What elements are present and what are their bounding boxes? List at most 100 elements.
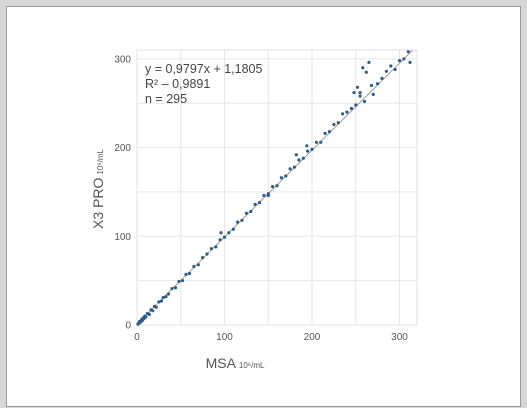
data-point	[376, 82, 380, 86]
data-point	[294, 153, 298, 157]
data-point	[305, 144, 309, 148]
data-point	[364, 70, 368, 74]
data-point	[219, 231, 223, 235]
y-axis-unit: 10⁶/mL	[96, 149, 105, 175]
data-point	[384, 69, 388, 73]
x-axis-label: MSA 10⁶/mL	[206, 355, 265, 371]
data-point	[306, 149, 310, 153]
data-point	[253, 202, 257, 206]
data-point	[352, 91, 356, 95]
data-point	[177, 279, 181, 284]
data-point	[341, 112, 345, 116]
data-point	[154, 305, 158, 309]
data-point	[257, 201, 262, 205]
data-point	[192, 264, 196, 269]
data-point	[406, 50, 410, 54]
data-point	[173, 286, 178, 290]
data-point	[369, 83, 374, 88]
y-tick-labels: 0 100 200 300	[114, 54, 131, 331]
x-axis-unit: 10⁶/mL	[239, 361, 265, 370]
data-point	[310, 147, 314, 151]
data-point	[271, 185, 275, 189]
data-point	[159, 299, 164, 303]
data-point	[332, 122, 336, 127]
regression-annotation: n = 295	[145, 92, 187, 106]
data-point	[231, 227, 235, 231]
data-point	[354, 103, 358, 107]
regression-annotation: y = 0,9797x + 1,1805	[145, 62, 263, 76]
data-point	[393, 67, 397, 72]
data-point	[297, 158, 301, 162]
data-point	[164, 295, 168, 299]
chart-frame: 0 100 200 300 0 100 200 300 y = 0,9797x + 1,18…	[6, 6, 521, 407]
y-axis-label-text: X3 PRO	[90, 177, 106, 228]
data-point	[323, 131, 327, 135]
data-point	[362, 99, 367, 104]
data-point	[214, 245, 218, 249]
data-point	[187, 271, 192, 276]
data-point	[218, 238, 222, 242]
y-tick-label: 300	[114, 54, 131, 65]
data-point	[222, 235, 227, 239]
data-point	[184, 272, 188, 276]
data-point	[180, 279, 185, 283]
data-point	[144, 315, 148, 319]
data-point	[408, 60, 412, 64]
data-point	[147, 312, 151, 316]
data-point	[262, 193, 266, 198]
y-tick-label: 0	[125, 321, 131, 332]
data-point	[170, 287, 174, 291]
data-point	[336, 121, 340, 125]
trendline	[136, 49, 414, 325]
x-tick-label: 300	[391, 332, 408, 343]
data-point	[288, 167, 292, 171]
data-point	[402, 57, 406, 61]
data-point	[358, 94, 362, 98]
data-points	[136, 50, 412, 326]
data-point	[319, 140, 323, 144]
data-point	[209, 247, 213, 251]
data-point	[227, 231, 231, 235]
data-point	[266, 193, 270, 198]
data-point	[205, 252, 209, 256]
data-point	[275, 184, 279, 188]
data-point	[389, 64, 393, 68]
data-point	[292, 165, 297, 169]
data-point	[249, 209, 253, 214]
data-point	[201, 256, 205, 260]
data-point	[314, 140, 318, 144]
data-point	[196, 263, 200, 267]
x-tick-label: 200	[304, 332, 321, 343]
data-point	[355, 85, 360, 89]
data-point	[358, 91, 362, 95]
x-tick-labels: 0 100 200 300	[134, 332, 408, 343]
data-point	[284, 174, 288, 178]
x-tick-label: 100	[216, 332, 233, 343]
y-tick-label: 100	[114, 232, 131, 243]
data-point	[367, 60, 371, 64]
x-tick-label: 0	[134, 332, 140, 343]
data-point	[240, 218, 244, 222]
y-axis-label: X3 PRO 10⁶/mL	[90, 149, 106, 229]
grid-lines	[136, 49, 418, 326]
data-point	[361, 66, 365, 70]
data-point	[166, 292, 171, 296]
plot-border	[136, 49, 418, 326]
data-point	[161, 295, 165, 300]
data-point	[371, 92, 375, 96]
data-point	[244, 211, 248, 215]
data-point	[380, 76, 384, 80]
data-point	[236, 220, 240, 224]
data-point	[157, 300, 161, 304]
x-axis-label-text: MSA	[206, 355, 237, 371]
data-point	[151, 309, 155, 313]
data-point	[301, 156, 305, 160]
data-point	[345, 110, 349, 114]
scatter-chart: 0 100 200 300 0 100 200 300 y = 0,9797x + 1,18…	[90, 49, 418, 371]
data-point	[327, 130, 332, 134]
regression-annotation: R² – 0,9891	[145, 77, 210, 91]
y-tick-label: 200	[114, 143, 131, 154]
data-point	[397, 59, 402, 63]
data-point	[349, 106, 353, 111]
